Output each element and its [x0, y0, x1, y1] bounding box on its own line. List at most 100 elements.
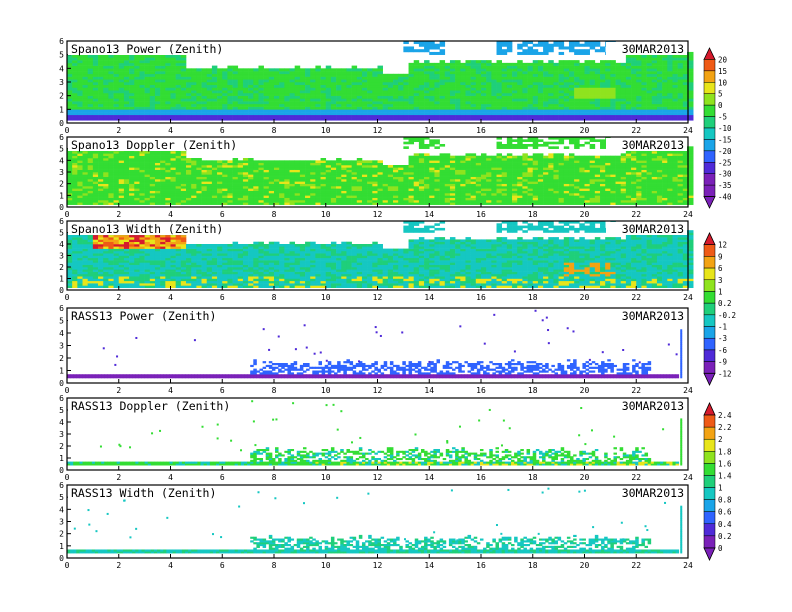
heatmap-cell — [429, 106, 435, 110]
heatmap-cell — [563, 79, 570, 83]
heatmap-cell — [512, 186, 518, 189]
heatmap-cell — [486, 190, 492, 194]
heatmap-cell — [548, 190, 554, 194]
heatmap-cell — [346, 79, 352, 83]
heatmap-cell — [82, 151, 88, 154]
heatmap-cell — [600, 68, 606, 72]
heatmap-cell — [92, 84, 99, 88]
heatmap-cell — [299, 160, 306, 163]
heatmap-cell — [211, 68, 218, 72]
heatmap-cell — [160, 103, 166, 107]
heatmap-cell — [129, 90, 135, 94]
heatmap-cell — [356, 101, 363, 105]
heatmap-cell — [294, 112, 301, 116]
heatmap-cell — [325, 68, 332, 72]
heatmap-cell — [584, 162, 590, 166]
heatmap-cell — [253, 98, 259, 102]
heatmap-cell — [641, 73, 647, 77]
heatmap-cell — [92, 202, 99, 205]
heatmap-cell — [527, 181, 534, 184]
heatmap-cell — [532, 76, 539, 80]
heatmap-cell — [289, 162, 295, 166]
heatmap-cell — [87, 195, 94, 198]
heatmap-cell — [108, 101, 114, 105]
heatmap-cell — [501, 183, 508, 187]
heatmap-cell — [418, 162, 425, 166]
heatmap-cell — [393, 200, 399, 203]
heatmap-cell — [656, 62, 663, 66]
heatmap-cell — [470, 101, 477, 105]
heatmap-cell — [656, 68, 663, 72]
heatmap-cell — [563, 188, 570, 191]
heatmap-cell — [232, 71, 239, 75]
heatmap-cell — [522, 87, 528, 91]
heatmap-cell — [574, 169, 580, 173]
heatmap-cell — [537, 176, 544, 180]
heatmap-cell — [351, 117, 358, 121]
heatmap-cell — [589, 95, 596, 99]
heatmap-cell — [470, 76, 477, 80]
heatmap-cell — [501, 41, 508, 45]
heatmap-cell — [600, 165, 606, 168]
heatmap-cell — [206, 103, 213, 107]
heatmap-cell — [237, 172, 244, 175]
heatmap-cell — [574, 186, 580, 189]
heatmap-cell — [615, 90, 622, 94]
heatmap-cell — [605, 160, 611, 163]
heatmap-cell — [98, 84, 104, 88]
heatmap-cell — [522, 90, 528, 94]
heatmap-cell — [160, 169, 166, 173]
heatmap-cell — [543, 117, 549, 121]
heatmap-cell — [103, 76, 109, 80]
heatmap-cell — [160, 179, 166, 182]
heatmap-cell — [217, 172, 223, 175]
heatmap-cell — [67, 98, 73, 102]
heatmap-cell — [149, 73, 156, 77]
heatmap-cell — [341, 87, 347, 91]
heatmap-cell — [170, 106, 176, 110]
heatmap-cell — [248, 82, 254, 86]
heatmap-cell — [491, 195, 497, 198]
heatmap-cell — [610, 117, 616, 121]
heatmap-cell — [361, 188, 368, 191]
heatmap-cell — [149, 76, 156, 80]
heatmap-cell — [439, 197, 446, 201]
heatmap-cell — [677, 68, 684, 72]
heatmap-cell — [594, 98, 601, 102]
heatmap-cell — [439, 158, 446, 161]
heatmap-cell — [532, 71, 539, 75]
heatmap-cell — [501, 79, 508, 83]
heatmap-cell — [196, 68, 202, 72]
heatmap-cell — [242, 200, 249, 203]
heatmap-cell — [682, 68, 689, 72]
heatmap-cell — [258, 181, 264, 184]
heatmap-cell — [186, 76, 192, 80]
heatmap-cell — [103, 169, 109, 173]
heatmap-cell — [527, 109, 534, 113]
heatmap-cell — [527, 197, 534, 201]
heatmap-cell — [600, 197, 606, 201]
heatmap-cell — [568, 41, 575, 45]
heatmap-cell — [403, 82, 409, 86]
heatmap-cell — [346, 188, 352, 191]
heatmap-cell — [186, 90, 192, 94]
heatmap-cell — [67, 109, 73, 113]
heatmap-cell — [356, 165, 363, 168]
heatmap-cell — [455, 68, 461, 72]
heatmap-cell — [289, 195, 295, 198]
heatmap-cell — [175, 82, 182, 86]
heatmap-cell — [92, 158, 99, 161]
heatmap-cell — [465, 190, 471, 194]
heatmap-cell — [139, 79, 145, 83]
heatmap-cell — [242, 169, 249, 173]
heatmap-cell — [408, 165, 415, 168]
heatmap-cell — [201, 109, 208, 113]
heatmap-cell — [636, 90, 642, 94]
heatmap-cell — [191, 103, 197, 107]
heatmap-cell — [594, 117, 601, 121]
heatmap-cell — [284, 197, 290, 201]
heatmap-cell — [211, 114, 218, 118]
heatmap-cell — [82, 165, 88, 168]
heatmap-cell — [263, 179, 270, 182]
heatmap-cell — [232, 167, 239, 170]
